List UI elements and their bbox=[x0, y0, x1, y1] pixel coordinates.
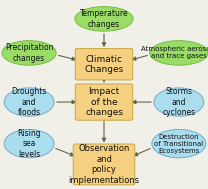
Text: Impact
of the
changes: Impact of the changes bbox=[85, 87, 123, 117]
Text: Droughts
and
floods: Droughts and floods bbox=[11, 87, 47, 117]
Text: Climatic
Changes: Climatic Changes bbox=[84, 55, 124, 74]
FancyBboxPatch shape bbox=[75, 49, 133, 80]
FancyBboxPatch shape bbox=[73, 144, 135, 185]
Ellipse shape bbox=[152, 129, 206, 158]
FancyBboxPatch shape bbox=[75, 84, 133, 120]
Ellipse shape bbox=[154, 88, 204, 116]
Ellipse shape bbox=[2, 41, 56, 65]
Ellipse shape bbox=[75, 7, 133, 31]
Text: Rising
sea
levels: Rising sea levels bbox=[17, 129, 41, 159]
Text: Temperature
changes: Temperature changes bbox=[80, 9, 128, 29]
Text: Storms
and
cyclones: Storms and cyclones bbox=[162, 87, 196, 117]
Text: Atmospheric aerosols
and trace gases: Atmospheric aerosols and trace gases bbox=[141, 46, 208, 59]
Ellipse shape bbox=[4, 88, 54, 116]
Text: Precipitation
changes: Precipitation changes bbox=[5, 43, 53, 63]
Text: Destruction
of Transitional
Ecosystems: Destruction of Transitional Ecosystems bbox=[154, 134, 203, 154]
Text: Observation
and
policy
implementations: Observation and policy implementations bbox=[68, 144, 140, 184]
Ellipse shape bbox=[150, 41, 208, 65]
Ellipse shape bbox=[4, 129, 54, 158]
